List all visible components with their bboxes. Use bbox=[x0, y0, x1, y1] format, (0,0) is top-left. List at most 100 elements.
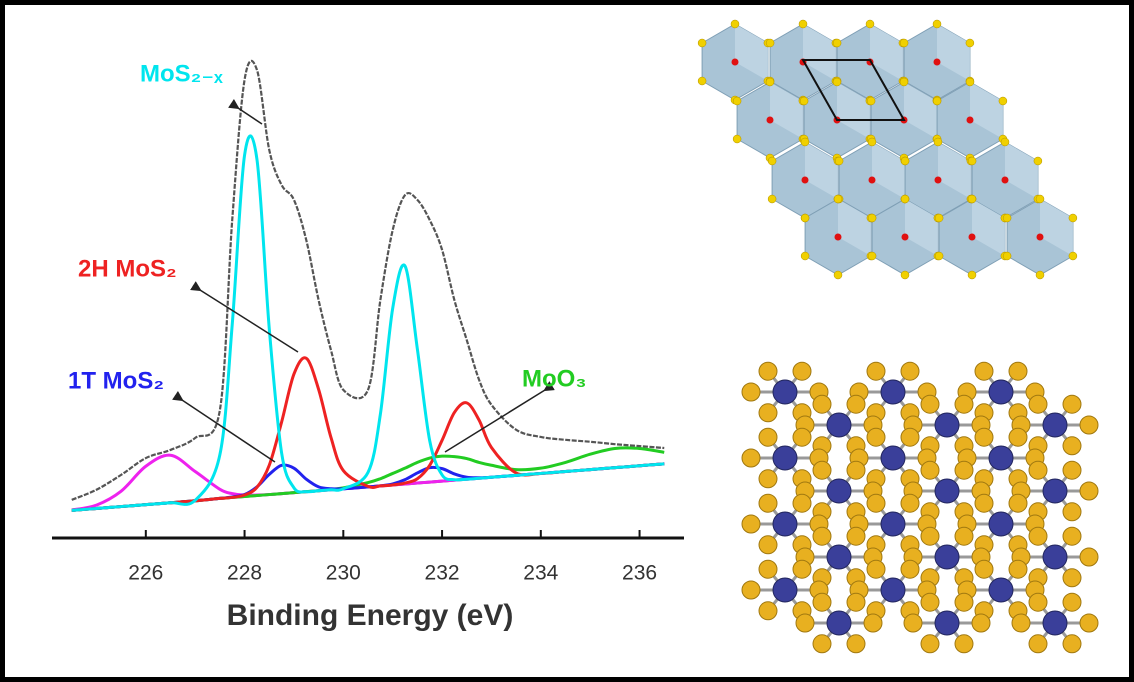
mo-atom bbox=[934, 478, 960, 504]
s-atom bbox=[792, 493, 812, 513]
s-atom bbox=[730, 19, 740, 29]
mo-atom bbox=[933, 58, 941, 66]
s-atom bbox=[1008, 427, 1028, 447]
octahedron-face bbox=[972, 199, 1005, 256]
s-atom bbox=[812, 526, 832, 546]
s-atom bbox=[800, 137, 810, 147]
s-atom bbox=[846, 592, 866, 612]
s-atom bbox=[765, 77, 775, 87]
s-atom bbox=[866, 361, 886, 381]
s-atom bbox=[920, 394, 940, 414]
s-atom bbox=[758, 427, 778, 447]
octahedron-face bbox=[938, 142, 971, 199]
s-atom bbox=[1035, 270, 1045, 280]
octahedron-face bbox=[1005, 142, 1038, 199]
s-atom bbox=[732, 134, 742, 144]
s-atom bbox=[800, 213, 810, 223]
s-atom bbox=[1062, 592, 1082, 612]
octahedron-face bbox=[872, 142, 905, 199]
s-atom bbox=[1011, 613, 1031, 633]
mo-atom bbox=[772, 577, 798, 603]
s-atom bbox=[866, 96, 876, 106]
octahedron-face bbox=[904, 82, 937, 139]
s-atom bbox=[741, 382, 761, 402]
s-atom bbox=[920, 460, 940, 480]
s-atom bbox=[933, 137, 943, 147]
mo-atom bbox=[966, 116, 974, 124]
octahedron-face bbox=[905, 199, 938, 256]
series-line bbox=[71, 59, 665, 501]
mo-atom bbox=[826, 412, 852, 438]
s-atom bbox=[741, 580, 761, 600]
s-atom bbox=[1068, 213, 1078, 223]
x-tick-label: 236 bbox=[622, 562, 657, 585]
s-atom bbox=[767, 156, 777, 166]
s-atom bbox=[900, 361, 920, 381]
s-atom bbox=[1028, 592, 1048, 612]
atom-structure bbox=[741, 361, 1099, 654]
s-atom bbox=[1068, 251, 1078, 261]
s-atom bbox=[792, 427, 812, 447]
mo-atom bbox=[826, 478, 852, 504]
s-atom bbox=[732, 96, 742, 106]
mo-atom bbox=[934, 610, 960, 636]
annotation-arrow bbox=[444, 381, 555, 453]
octahedron-face bbox=[770, 82, 803, 139]
s-atom bbox=[974, 559, 994, 579]
s-atom bbox=[765, 38, 775, 48]
s-atom bbox=[1008, 361, 1028, 381]
mo-atom bbox=[988, 379, 1014, 405]
s-atom bbox=[866, 493, 886, 513]
s-atom bbox=[900, 559, 920, 579]
s-atom bbox=[967, 270, 977, 280]
mo-atom bbox=[880, 445, 906, 471]
s-atom bbox=[965, 38, 975, 48]
mo-atom bbox=[1042, 478, 1068, 504]
legend-label: MoS₂₋ₓ bbox=[140, 60, 223, 87]
s-atom bbox=[1000, 137, 1010, 147]
s-atom bbox=[920, 634, 940, 654]
s-atom bbox=[954, 460, 974, 480]
s-atom bbox=[846, 634, 866, 654]
x-tick-label: 226 bbox=[128, 562, 163, 585]
mo-atom bbox=[1042, 544, 1068, 570]
mo-atom bbox=[772, 445, 798, 471]
legend-label: 2H MoS₂ bbox=[78, 255, 177, 282]
s-atom bbox=[1062, 394, 1082, 414]
s-atom bbox=[758, 559, 778, 579]
s-atom bbox=[833, 270, 843, 280]
s-atom bbox=[1002, 213, 1012, 223]
s-atom bbox=[767, 194, 777, 204]
s-atom bbox=[1028, 394, 1048, 414]
s-atom bbox=[934, 213, 944, 223]
mo-atom bbox=[1042, 412, 1068, 438]
s-atom bbox=[1002, 251, 1012, 261]
s-atom bbox=[1062, 526, 1082, 546]
s-atom bbox=[697, 38, 707, 48]
s-atom bbox=[1008, 493, 1028, 513]
s-atom bbox=[758, 601, 778, 621]
mo-atom bbox=[772, 379, 798, 405]
s-atom bbox=[974, 361, 994, 381]
s-atom bbox=[758, 469, 778, 489]
s-atom bbox=[1008, 559, 1028, 579]
mo-atom bbox=[968, 233, 976, 241]
s-atom bbox=[903, 613, 923, 633]
s-atom bbox=[1028, 526, 1048, 546]
s-atom bbox=[741, 448, 761, 468]
s-atom bbox=[899, 38, 909, 48]
s-atom bbox=[967, 156, 977, 166]
s-atom bbox=[1028, 634, 1048, 654]
unit-cell bbox=[801, 59, 906, 121]
octahedron-face bbox=[1040, 199, 1073, 256]
s-atom bbox=[834, 156, 844, 166]
s-atom bbox=[833, 194, 843, 204]
mo-atom bbox=[1001, 176, 1009, 184]
s-atom bbox=[900, 156, 910, 166]
mo-atom bbox=[880, 511, 906, 537]
octahedron-face bbox=[805, 142, 838, 199]
s-atom bbox=[1062, 634, 1082, 654]
octahedron-face bbox=[803, 24, 836, 81]
s-atom bbox=[846, 394, 866, 414]
